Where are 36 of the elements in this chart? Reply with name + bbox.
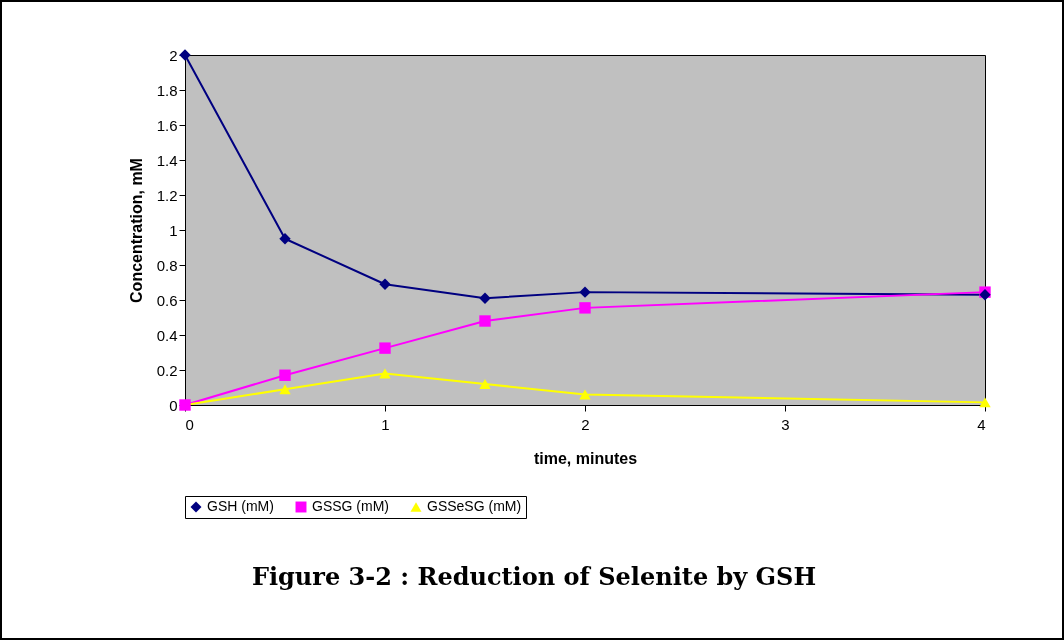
y-tick-label: 2	[169, 46, 178, 64]
y-tick-label: 1.4	[156, 151, 178, 169]
y-tick-label: 0.8	[156, 256, 178, 274]
y-tick-label: 1	[169, 221, 178, 239]
x-tick-label: 3	[781, 415, 790, 433]
y-tick-label: 1.2	[156, 186, 178, 204]
x-tick-label: 2	[581, 415, 590, 433]
point	[579, 286, 591, 298]
point	[579, 302, 591, 314]
point	[379, 342, 391, 354]
point	[279, 233, 291, 245]
x-tick-label: 1	[381, 415, 390, 433]
point	[179, 49, 191, 61]
point	[579, 389, 591, 400]
point	[379, 368, 391, 379]
point	[279, 384, 291, 395]
x-tick-label: 4	[977, 415, 986, 433]
y-tick-label: 1.6	[156, 116, 178, 134]
legend-label: GSSeSG (mM)	[427, 498, 522, 514]
y-tick-label: 0.2	[156, 361, 178, 379]
y-tick-label: 1.8	[156, 81, 178, 99]
x-tick-label: 0	[185, 415, 194, 433]
y-axis-title: Concentration, mM	[127, 158, 145, 303]
y-tick-label: 0.4	[156, 326, 178, 344]
legend-label: GSH (mM)	[207, 498, 274, 514]
y-tick-label: 0	[169, 396, 178, 414]
point	[479, 292, 491, 304]
legend-label: GSSG (mM)	[312, 498, 389, 514]
point	[479, 315, 491, 327]
x-axis-title: time, minutes	[533, 449, 638, 467]
point	[479, 379, 491, 389]
point	[279, 369, 291, 381]
point	[379, 278, 391, 290]
y-tick-label: 0.6	[156, 291, 178, 309]
point	[979, 397, 991, 408]
text: Figure 3-2 : Reduction of Selenite by GSH	[250, 562, 818, 591]
